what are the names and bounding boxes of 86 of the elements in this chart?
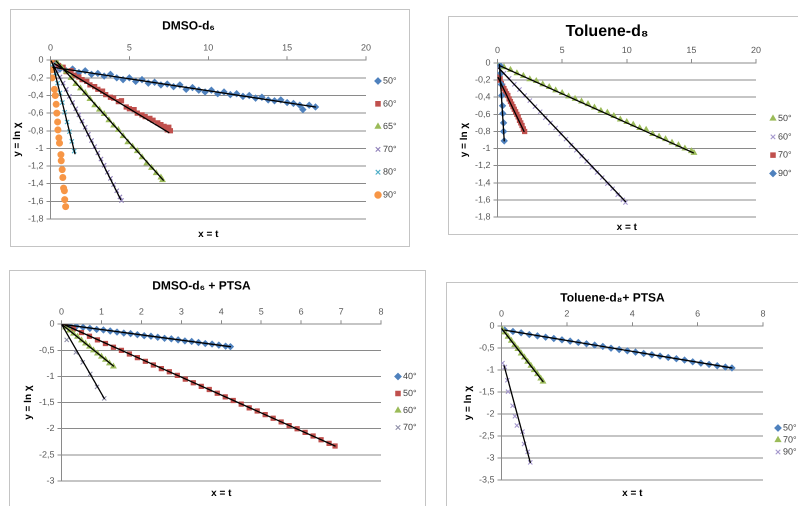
x-tick-label: 4 (218, 306, 224, 316)
x-tick-label: 4 (630, 308, 635, 318)
y-tick-label: -1 (46, 370, 55, 381)
y-tick-label: -3 (46, 475, 55, 486)
y-tick-label: -0,5 (38, 344, 55, 355)
y-tick-label: -1,4 (28, 178, 44, 188)
legend-label: 90° (778, 168, 792, 178)
y-tick-label: -0,8 (28, 125, 44, 136)
chart-title: DMSO-d₆ + PTSA (152, 278, 252, 293)
x-tick-label: 10 (203, 42, 214, 52)
y-tick-label: 0 (485, 57, 491, 68)
x-tick-label: 10 (622, 45, 632, 56)
y-tick-label: -1 (482, 143, 491, 154)
legend-label: 40° (403, 370, 418, 381)
legend-label: 60° (383, 98, 398, 108)
y-tick-label: -1,8 (474, 211, 491, 222)
y-tick-label: -2 (46, 423, 55, 434)
legend-label: 70° (783, 434, 798, 444)
x-tick-label: 15 (282, 42, 292, 52)
legend-label: 50° (403, 388, 418, 398)
x-tick-label: 3 (178, 306, 184, 316)
x-tick-label: 0 (499, 308, 504, 318)
y-tick-label: -1,6 (474, 194, 491, 204)
y-tick-label: -1,6 (28, 196, 44, 206)
legend-label: 80° (383, 166, 398, 177)
y-axis-title: y = ln χ (22, 385, 34, 420)
x-tick-label: 6 (695, 308, 700, 318)
y-tick-label: -1 (35, 142, 44, 153)
y-tick-label: -2,5 (38, 449, 55, 460)
x-tick-label: 2 (138, 306, 144, 316)
y-tick-label: -1,8 (28, 213, 44, 224)
y-axis-title: y = ln χ (12, 122, 23, 157)
x-tick-label: 1 (98, 306, 104, 316)
x-axis-title: x = t (198, 228, 220, 240)
legend-label: 60° (403, 404, 418, 415)
y-tick-label: -3 (486, 452, 495, 463)
x-tick-label: 6 (298, 306, 304, 316)
legend-label: 70° (383, 144, 398, 154)
legend-label: 50° (778, 113, 792, 124)
x-axis-title: x = t (211, 488, 232, 499)
y-tick-label: -1,5 (478, 386, 495, 397)
x-tick-label: 5 (560, 45, 565, 56)
y-tick-label: -1,5 (38, 397, 55, 408)
y-tick-label: -0,6 (28, 108, 44, 118)
y-tick-label: -0,4 (474, 92, 491, 102)
x-tick-label: 8 (378, 306, 384, 316)
y-tick-label: -3,5 (478, 474, 495, 484)
legend-label: 70° (778, 150, 792, 160)
x-tick-label: 7 (338, 306, 344, 316)
y-tick-label: -2,5 (478, 430, 495, 441)
y-tick-label: -0,5 (478, 342, 495, 353)
legend-label: 65° (383, 121, 398, 132)
y-tick-label: -0,4 (28, 90, 44, 100)
legend-label: 90° (383, 189, 398, 200)
legend-label: 50° (783, 422, 798, 432)
legend-label: 60° (778, 131, 792, 142)
chart-title: DMSO-d₆ (162, 18, 215, 33)
y-tick-label: -1,4 (474, 177, 491, 188)
x-tick-label: 20 (360, 42, 372, 52)
x-tick-label: 20 (750, 45, 762, 56)
chart-title: Toluene-d₈ (566, 23, 648, 40)
x-tick-label: 2 (564, 308, 570, 318)
legend-label: 90° (783, 446, 798, 456)
y-tick-label: -0,6 (474, 108, 491, 119)
y-tick-label: -2 (486, 408, 495, 419)
y-tick-label: 0 (489, 320, 495, 331)
chart-title: Toluene-d₈+ PTSA (560, 290, 666, 305)
y-tick-label: -0,2 (474, 74, 491, 85)
y-tick-label: -1 (486, 364, 495, 375)
x-tick-label: 5 (126, 42, 132, 52)
x-axis-title: x = t (622, 488, 644, 499)
y-axis-title: y = ln χ (462, 386, 474, 420)
x-tick-label: 8 (760, 308, 766, 318)
legend-label: 50° (383, 75, 398, 86)
y-tick-label: -1,2 (28, 160, 44, 171)
x-tick-label: 15 (686, 45, 696, 56)
x-tick-label: 5 (258, 306, 264, 316)
x-axis-title: x = t (616, 222, 638, 233)
y-tick-label: -0,8 (474, 126, 491, 136)
y-tick-label: -1,2 (474, 160, 491, 170)
y-axis-title: y = ln χ (458, 122, 470, 158)
y-tick-label: -0,2 (28, 72, 44, 82)
x-tick-label: 0 (59, 306, 64, 316)
y-tick-label: 0 (38, 54, 44, 65)
y-tick-label: 0 (49, 318, 55, 329)
legend-label: 70° (403, 422, 418, 432)
